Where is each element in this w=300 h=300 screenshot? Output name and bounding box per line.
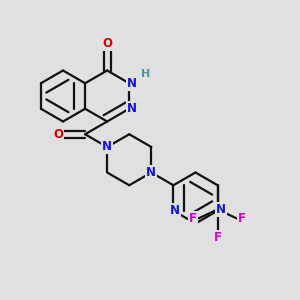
Text: O: O (102, 37, 112, 50)
Text: N: N (146, 166, 156, 179)
Text: N: N (216, 203, 226, 216)
Text: F: F (238, 212, 246, 225)
Text: N: N (127, 102, 137, 115)
Text: N: N (102, 140, 112, 154)
Text: O: O (53, 128, 63, 141)
Text: N: N (127, 77, 137, 90)
Text: F: F (214, 231, 222, 244)
Text: F: F (189, 212, 197, 225)
Text: H: H (141, 69, 150, 79)
Text: N: N (170, 204, 180, 217)
